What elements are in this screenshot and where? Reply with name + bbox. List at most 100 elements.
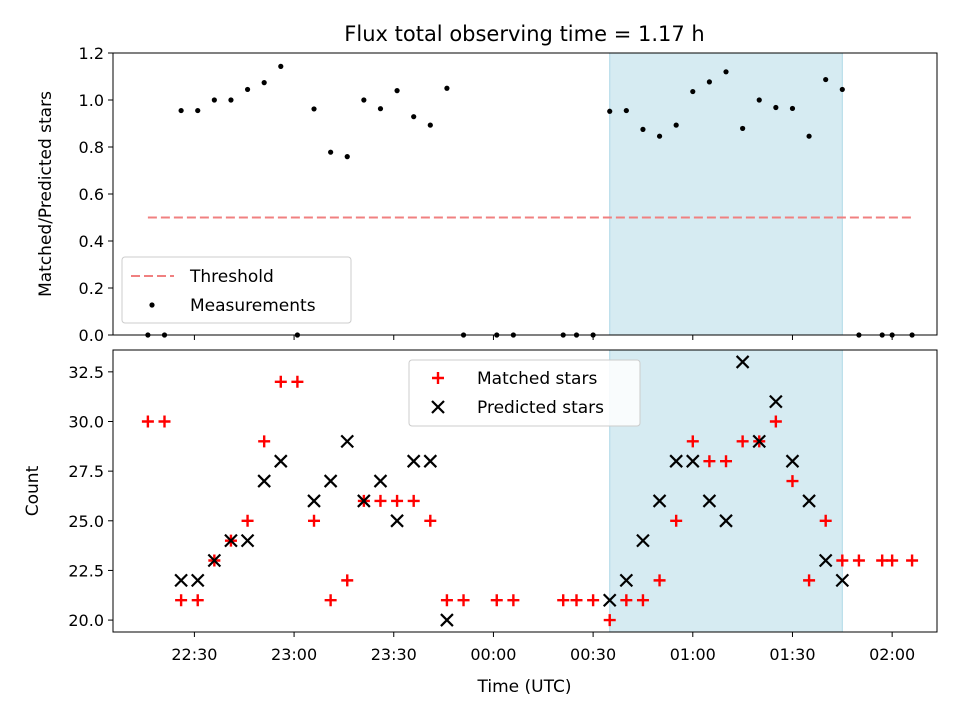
- y-tick-label: 27.5: [68, 462, 104, 481]
- x-tick-label: 23:30: [371, 645, 417, 664]
- predicted-star-point: [373, 474, 388, 488]
- x-tick-label: 01:30: [769, 645, 815, 664]
- predicted-star-point: [785, 454, 800, 468]
- legend-threshold-label: Threshold: [189, 267, 274, 287]
- matched-star-point: [407, 494, 420, 507]
- measurement-point: [178, 107, 184, 114]
- matched-star-point: [670, 514, 683, 527]
- y-tick-label: 0.4: [79, 232, 104, 251]
- matched-star-point: [141, 415, 154, 428]
- shaded-interval: [609, 52, 843, 336]
- predicted-star-point: [802, 494, 816, 508]
- predicted-star-point: [390, 514, 404, 528]
- y-tick-label: 1.0: [79, 91, 104, 110]
- x-axis-label: Time (UTC): [477, 677, 572, 697]
- measurement-point: [361, 97, 367, 103]
- matched-star-point: [570, 594, 583, 607]
- measurement-point: [789, 105, 796, 112]
- matched-star-point: [603, 614, 616, 627]
- measurement-point: [411, 114, 417, 120]
- x-tick-label: 23:00: [271, 645, 317, 664]
- matched-star-point: [158, 415, 171, 428]
- axes-frame: [112, 349, 938, 633]
- y-tick-label: 0.2: [79, 279, 104, 298]
- x-tick-label: 02:00: [869, 645, 915, 664]
- predicted-star-point: [440, 613, 454, 627]
- measurement-point: [640, 126, 646, 132]
- bottom-panel: 20.0 22.5 25.0 27.5 30.0 32.5 22:30 23:00 23:30 0…: [68, 349, 938, 664]
- matched-star-point: [720, 455, 733, 468]
- x-tick-label: 01:00: [670, 645, 716, 664]
- matched-star-point: [507, 594, 520, 607]
- measurement-point: [228, 97, 234, 103]
- y-tick-label: 20.0: [68, 611, 104, 630]
- predicted-star-point: [818, 553, 833, 568]
- matched-star-point: [786, 475, 799, 488]
- matched-star-point: [391, 494, 404, 507]
- matched-star-point: [457, 594, 470, 607]
- shaded-interval: [609, 349, 843, 633]
- y-tick-label: 32.5: [68, 363, 104, 382]
- predicted-star-point: [274, 454, 288, 468]
- legend-predicted-swatch: [431, 400, 445, 414]
- matched-star-point: [341, 574, 354, 587]
- predicted-star-point: [257, 474, 271, 488]
- matched-star-point: [836, 554, 849, 567]
- y-tick-label: 0.0: [79, 326, 104, 345]
- measurement-point: [656, 133, 663, 139]
- matched-star-point: [557, 594, 570, 607]
- predicted-star-point: [619, 573, 634, 588]
- predicted-star-point: [702, 494, 717, 508]
- predicted-star-point: [240, 533, 255, 548]
- predicted-star-point: [752, 434, 767, 449]
- measurement-point: [211, 97, 217, 103]
- legend-box: [408, 359, 641, 427]
- matched-star-point: [653, 574, 666, 587]
- predicted-star-point: [357, 494, 371, 508]
- matched-star-point: [620, 594, 633, 607]
- measurement-point: [261, 80, 267, 86]
- y-tick-label: 30.0: [68, 412, 104, 431]
- y-tick-label: 1.2: [79, 44, 104, 63]
- predicted-star-point: [340, 434, 355, 449]
- matched-star-point: [374, 494, 387, 507]
- x-tick-label: 22:30: [171, 645, 217, 664]
- predicted-star-point: [669, 454, 683, 468]
- y-tick-label: 25.0: [68, 512, 104, 531]
- measurement-point: [311, 106, 317, 112]
- predicted-star-point: [769, 394, 783, 409]
- measurement-point: [328, 149, 334, 155]
- predicted-star-point: [602, 593, 617, 608]
- predicted-star-point: [686, 454, 700, 468]
- legend-matched-swatch: [432, 372, 444, 384]
- measurement-point: [278, 63, 284, 69]
- measurement-point: [773, 104, 779, 111]
- predicted-star-point: [735, 355, 750, 369]
- measurement-point: [839, 86, 845, 93]
- matched-star-point: [587, 594, 600, 607]
- predicted-star-point: [636, 533, 650, 548]
- legend-predicted-label: Predicted stars: [477, 398, 604, 418]
- axes-frame: [112, 52, 938, 336]
- matched-star-point: [324, 594, 337, 607]
- matched-star-point: [440, 594, 453, 607]
- matched-star-point: [769, 415, 782, 428]
- measurement-point: [377, 106, 384, 112]
- measurement-point: [823, 76, 829, 83]
- measurement-point: [427, 122, 433, 128]
- x-tick-label: 00:00: [470, 645, 516, 664]
- measurement-point: [740, 125, 746, 132]
- predicted-star-point: [652, 494, 667, 508]
- measurement-point: [344, 154, 350, 160]
- legend-measurements-label: Measurements: [190, 296, 316, 316]
- matched-star-point: [906, 554, 919, 567]
- predicted-star-point: [835, 573, 850, 588]
- predicted-star-point: [190, 573, 205, 588]
- matched-star-point: [703, 455, 716, 468]
- matched-star-point: [291, 375, 304, 388]
- matched-star-point: [258, 435, 271, 448]
- measurement-point: [195, 107, 201, 114]
- matched-star-point: [241, 514, 254, 527]
- predicted-star-point: [719, 514, 733, 528]
